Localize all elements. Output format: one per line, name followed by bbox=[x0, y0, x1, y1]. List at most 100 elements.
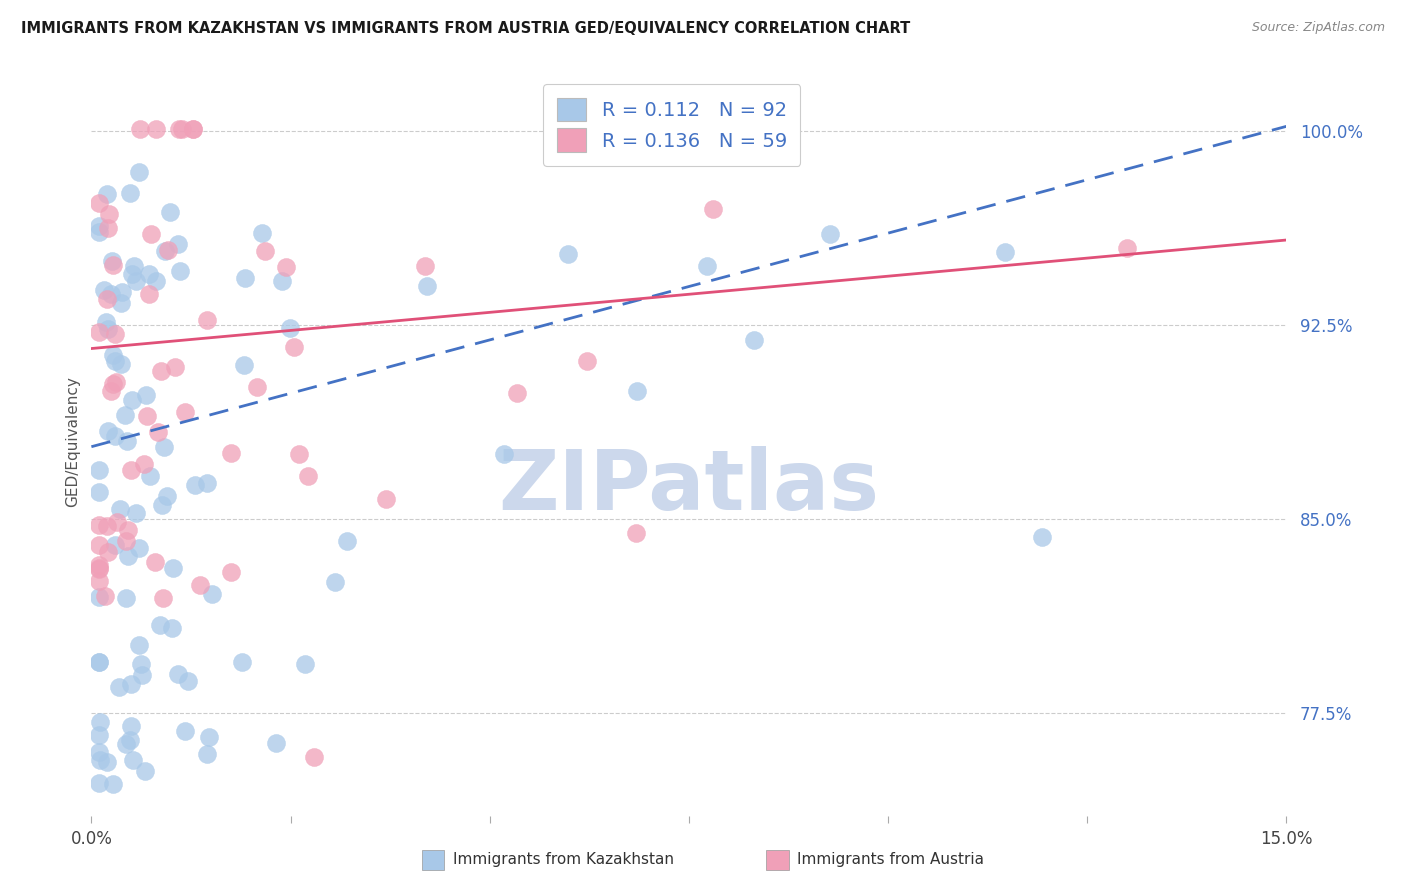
Point bbox=[162, 560, 184, 574]
Point bbox=[89, 558, 111, 572]
Point bbox=[233, 358, 256, 372]
Point bbox=[104, 429, 127, 443]
Text: Source: ZipAtlas.com: Source: ZipAtlas.com bbox=[1251, 21, 1385, 34]
Point bbox=[169, 264, 191, 278]
Point bbox=[149, 364, 172, 378]
Point bbox=[184, 478, 207, 492]
Point bbox=[103, 377, 125, 392]
Point bbox=[266, 736, 288, 750]
Point bbox=[167, 122, 190, 136]
Point bbox=[89, 574, 111, 589]
Point bbox=[94, 589, 117, 603]
Point bbox=[166, 237, 188, 252]
Point bbox=[89, 225, 111, 239]
Point bbox=[201, 586, 224, 600]
Point bbox=[117, 549, 139, 563]
Point bbox=[120, 677, 142, 691]
Point bbox=[129, 122, 152, 136]
Point bbox=[110, 295, 132, 310]
Point bbox=[129, 657, 152, 671]
Point bbox=[231, 655, 253, 669]
Point bbox=[696, 259, 718, 273]
Point bbox=[506, 385, 529, 400]
Point bbox=[413, 259, 436, 273]
Point bbox=[104, 538, 127, 552]
Point bbox=[89, 195, 111, 210]
Point bbox=[177, 674, 200, 689]
Point bbox=[162, 622, 184, 636]
Point bbox=[114, 409, 136, 423]
Point bbox=[93, 283, 115, 297]
Point bbox=[156, 243, 179, 257]
Point bbox=[304, 749, 326, 764]
Point bbox=[105, 375, 128, 389]
Point bbox=[294, 657, 316, 672]
Point bbox=[1116, 241, 1139, 255]
Point bbox=[149, 617, 172, 632]
Point bbox=[128, 638, 150, 652]
Point bbox=[110, 357, 132, 371]
Y-axis label: GED/Equivalency: GED/Equivalency bbox=[65, 376, 80, 507]
Point bbox=[118, 732, 141, 747]
Point bbox=[131, 668, 153, 682]
Point bbox=[89, 485, 111, 500]
Point bbox=[153, 440, 176, 454]
Point bbox=[104, 327, 127, 342]
Point bbox=[576, 354, 599, 368]
Point bbox=[166, 666, 188, 681]
Point bbox=[152, 591, 174, 606]
Text: ZIPatlas: ZIPatlas bbox=[499, 446, 879, 527]
Point bbox=[274, 260, 297, 274]
Point bbox=[375, 491, 398, 506]
Point bbox=[197, 731, 219, 745]
Point bbox=[89, 561, 111, 575]
Point bbox=[101, 348, 124, 362]
Text: Immigrants from Austria: Immigrants from Austria bbox=[797, 852, 984, 867]
Point bbox=[323, 575, 346, 590]
Point bbox=[287, 447, 309, 461]
Point bbox=[994, 244, 1017, 259]
Point bbox=[98, 207, 121, 221]
Point bbox=[100, 384, 122, 398]
Point bbox=[108, 680, 131, 694]
Point bbox=[121, 393, 143, 408]
Point bbox=[557, 247, 579, 261]
Point bbox=[138, 267, 160, 281]
Point bbox=[89, 752, 111, 766]
Point bbox=[101, 258, 124, 272]
Point bbox=[118, 186, 141, 200]
Point bbox=[135, 409, 157, 423]
Point bbox=[818, 227, 841, 241]
Point bbox=[111, 285, 134, 299]
Point bbox=[104, 353, 127, 368]
Point bbox=[181, 122, 204, 136]
Point bbox=[114, 591, 136, 605]
Point bbox=[150, 498, 173, 512]
Point bbox=[89, 746, 111, 760]
Point bbox=[120, 719, 142, 733]
Point bbox=[336, 534, 359, 549]
Point bbox=[139, 227, 162, 241]
Point bbox=[97, 322, 120, 336]
Point bbox=[89, 728, 111, 742]
Point bbox=[96, 756, 118, 770]
Point bbox=[254, 244, 277, 259]
Point bbox=[107, 515, 129, 529]
Point bbox=[89, 325, 111, 339]
Point bbox=[96, 293, 118, 307]
Point bbox=[132, 457, 155, 471]
Point bbox=[250, 226, 273, 240]
Point bbox=[101, 254, 124, 268]
Point bbox=[121, 753, 143, 767]
Point bbox=[195, 747, 218, 761]
Point bbox=[97, 545, 120, 559]
Legend: R = 0.112   N = 92, R = 0.136   N = 59: R = 0.112 N = 92, R = 0.136 N = 59 bbox=[543, 84, 800, 166]
Point bbox=[89, 590, 111, 604]
Point bbox=[128, 165, 150, 179]
Point bbox=[115, 434, 138, 449]
Point bbox=[89, 656, 111, 670]
Point bbox=[89, 462, 111, 476]
Point bbox=[702, 202, 724, 216]
Point bbox=[89, 655, 111, 669]
Point bbox=[124, 274, 146, 288]
